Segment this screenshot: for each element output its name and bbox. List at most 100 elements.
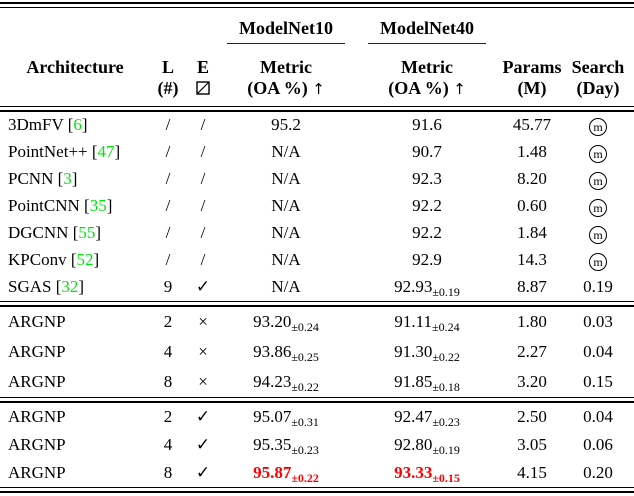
up-arrow-icon: ↑ xyxy=(453,80,466,98)
params-cell: 14.3 xyxy=(517,250,547,270)
slash-icon: / xyxy=(200,115,206,135)
group-header-modelnet10: ModelNet10 xyxy=(239,18,333,38)
check-icon: ✓ xyxy=(195,462,211,482)
metric-cell-modelnet10: N/A xyxy=(220,277,352,297)
citation-bracket: [ xyxy=(87,142,98,162)
metric-value: 91.85 xyxy=(394,371,433,391)
edge-cell: × xyxy=(186,311,220,332)
metric-value: N/A xyxy=(271,277,301,297)
cross-icon: × xyxy=(198,311,208,331)
architecture-name: ARGNP xyxy=(8,434,66,454)
metric-value: N/A xyxy=(271,223,301,243)
metric-value: N/A xyxy=(271,169,301,189)
layers-cell: 4 xyxy=(163,341,173,361)
params-cell: 8.87 xyxy=(517,277,547,297)
citation-bracket: [ xyxy=(63,115,74,135)
metric-value: N/A xyxy=(271,250,301,270)
table-body: 3DmFV [6] //95.2 91.6 45.77 m PointNet++ [47]… xyxy=(0,112,634,487)
citation-number: 47 xyxy=(97,142,115,162)
metric-value: 92.3 xyxy=(412,169,442,189)
architecture-cell: ARGNP xyxy=(0,372,150,392)
metric-cell-modelnet40: 91.6 xyxy=(352,115,502,135)
column-header-params: Params xyxy=(502,57,562,78)
metric-cell-modelnet10: N/A xyxy=(220,142,352,162)
metric-value: 92.47 xyxy=(394,406,433,426)
params-cell: 3.05 xyxy=(517,434,547,454)
table-row: ARGNP 4 × 93.86±0.25 91.30±0.22 2.27 0.04 xyxy=(0,337,634,367)
architecture-cell: ARGNP xyxy=(0,462,150,483)
search-cell: 0.03 xyxy=(583,311,613,331)
layers-cell: / xyxy=(165,250,171,270)
architecture-name: ARGNP xyxy=(8,462,66,482)
metric-cell-modelnet40: 92.2 xyxy=(352,196,502,216)
table-row: PCNN [3] / / N/A 92.3 8.20 m xyxy=(0,166,634,193)
edge-cell: / xyxy=(186,169,220,189)
check-icon: ✓ xyxy=(195,406,211,426)
metric-cell-modelnet40: 90.7 xyxy=(352,142,502,162)
cmidrule-row xyxy=(0,41,634,50)
citation-bracket: ] xyxy=(93,250,100,270)
search-cell: 0.04 xyxy=(583,341,613,361)
metric-cell-modelnet10: 95.07±0.31 xyxy=(220,406,352,428)
params-cell: 2.27 xyxy=(517,341,547,361)
metric-value: 93.86 xyxy=(253,341,292,361)
metric-cell-modelnet40: 91.85±0.18 xyxy=(352,371,502,394)
slash-icon: / xyxy=(200,250,206,270)
search-cell: 0.06 xyxy=(583,434,613,454)
layers-unit: (#) xyxy=(157,78,179,98)
metric-unit-modelnet10: (OA %) ↑ xyxy=(247,78,325,98)
metric-cell-modelnet10: 95.87±0.22 xyxy=(220,463,352,485)
edge-cell: ✓ xyxy=(186,277,220,297)
metric-value: 92.80 xyxy=(394,434,433,454)
metric-value: 93.33 xyxy=(394,462,433,482)
metric-std: ±0.23 xyxy=(291,442,319,457)
architecture-name: ARGNP xyxy=(8,311,66,331)
metric-cell-modelnet10: N/A xyxy=(220,169,352,189)
column-header-row-2: (#) (OA %) ↑ (OA %) ↑ (M) (Day) xyxy=(0,78,634,106)
layers-cell: 2 xyxy=(163,406,173,426)
citation-bracket: [ xyxy=(53,169,64,189)
citation-bracket: ] xyxy=(71,169,78,189)
architecture-cell: 3DmFV [6] xyxy=(0,115,150,135)
metric-value: 92.93 xyxy=(394,277,433,297)
square-diagonal-icon xyxy=(196,79,210,100)
circled-m-icon: m xyxy=(589,199,607,217)
architecture-name: KPConv xyxy=(8,250,67,270)
search-cell: 0.04 xyxy=(583,406,613,426)
table-row: DGCNN [55] / / N/A 92.2 1.84 m xyxy=(0,220,634,247)
layers-cell: / xyxy=(165,142,171,162)
citation-bracket: [ xyxy=(66,250,77,270)
architecture-name: PointCNN xyxy=(8,196,80,216)
metric-std: ±0.18 xyxy=(432,379,460,394)
citation-number: 52 xyxy=(76,250,94,270)
check-icon: ✓ xyxy=(195,277,211,297)
edge-cell: / xyxy=(186,223,220,243)
architecture-name: ARGNP xyxy=(8,341,66,361)
metric-std: ±0.22 xyxy=(291,470,319,485)
layers-cell: 9 xyxy=(163,277,173,297)
circled-m-icon: m xyxy=(589,226,607,244)
table-row: ARGNP 2 ✓ 95.07±0.31 92.47±0.23 2.50 0.04 xyxy=(0,403,634,431)
column-header-metric-modelnet10: Metric xyxy=(260,57,312,78)
metric-cell-modelnet10: N/A xyxy=(220,250,352,270)
architecture-cell: DGCNN [55] xyxy=(0,223,150,243)
slash-icon: / xyxy=(200,142,206,162)
edge-checkbox-icon-cell xyxy=(186,78,220,100)
metric-value: 95.07 xyxy=(253,406,292,426)
params-cell: 0.60 xyxy=(517,196,547,216)
architecture-cell: ARGNP xyxy=(0,311,150,332)
search-cell: m xyxy=(562,223,634,244)
group-header-row: ModelNet10 ModelNet40 xyxy=(0,8,634,41)
layers-cell: 4 xyxy=(163,434,173,454)
metric-unit-modelnet40: (OA %) ↑ xyxy=(388,78,466,98)
bottom-double-rule xyxy=(0,487,634,493)
params-cell: 2.50 xyxy=(517,406,547,426)
metric-value: 91.6 xyxy=(412,115,442,135)
metric-value: 90.7 xyxy=(412,142,442,162)
cross-icon: × xyxy=(198,341,208,361)
metric-cell-modelnet40: 91.30±0.22 xyxy=(352,342,502,363)
table-section: ARGNP 2 ✓ 95.07±0.31 92.47 ±0.23 2.50 0.04 ARGNP… xyxy=(0,403,634,487)
architecture-name: SGAS xyxy=(8,277,52,297)
table-row: KPConv [52] / / N/A 92.9 14.3 m xyxy=(0,247,634,274)
